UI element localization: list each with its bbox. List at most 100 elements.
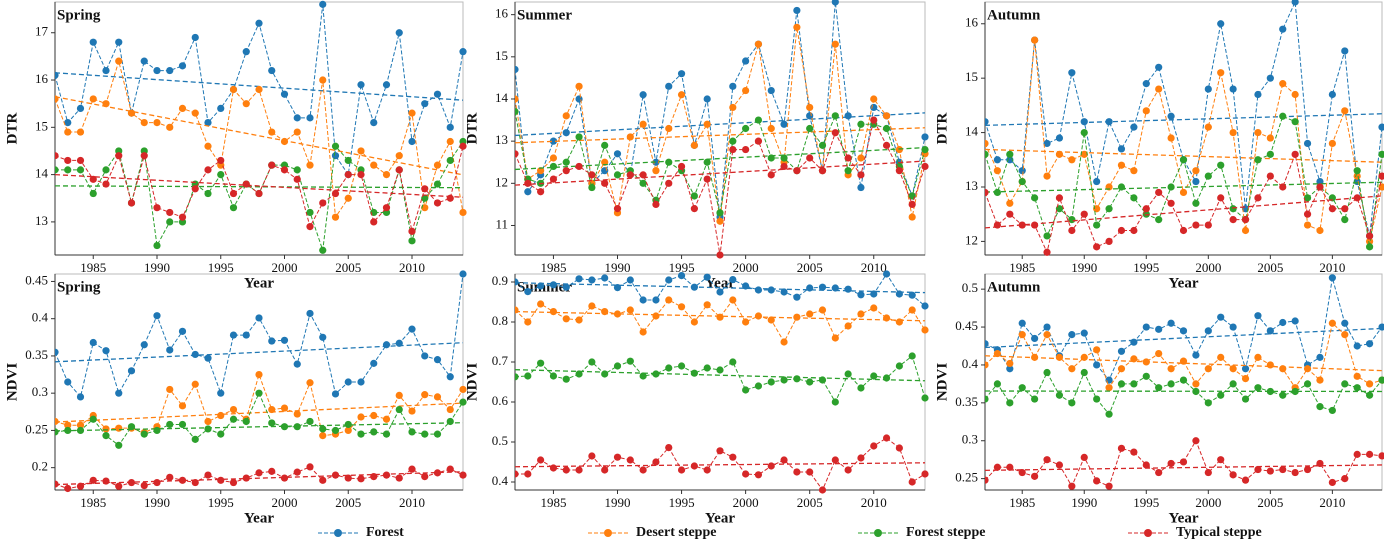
data-point	[768, 87, 775, 94]
data-point	[857, 121, 864, 128]
plot-area	[981, 0, 1384, 256]
data-point	[281, 91, 288, 98]
data-point	[614, 284, 621, 291]
data-point	[1118, 162, 1125, 169]
data-point	[255, 314, 262, 321]
data-point	[434, 162, 441, 169]
data-point	[345, 474, 352, 481]
data-point	[1254, 354, 1261, 361]
data-point	[742, 282, 749, 289]
data-point	[1167, 460, 1174, 467]
trend-line	[55, 97, 463, 175]
y-tick-label: 0.25	[955, 470, 978, 485]
data-point	[1006, 211, 1013, 218]
data-point	[383, 472, 390, 479]
y-tick-label: 16	[495, 6, 509, 21]
data-point	[537, 188, 544, 195]
data-point	[153, 427, 160, 434]
data-point	[1130, 194, 1137, 201]
data-point	[640, 171, 647, 178]
data-point	[1366, 340, 1373, 347]
y-tick-label: 13	[35, 213, 48, 228]
data-point	[537, 300, 544, 307]
data-point	[981, 189, 988, 196]
data-point	[845, 322, 852, 329]
data-point	[511, 470, 518, 477]
data-point	[1081, 118, 1088, 125]
data-point	[511, 108, 518, 115]
data-point	[588, 184, 595, 191]
data-point	[832, 334, 839, 341]
data-point	[665, 444, 672, 451]
data-point	[179, 402, 186, 409]
data-point	[383, 341, 390, 348]
trend-line	[515, 463, 925, 467]
data-point	[1292, 151, 1299, 158]
data-point	[192, 479, 199, 486]
data-point	[459, 472, 466, 479]
x-tick-label: 1985	[540, 495, 566, 510]
data-point	[806, 125, 813, 132]
data-point	[1031, 221, 1038, 228]
data-point	[357, 81, 364, 88]
data-point	[1341, 205, 1348, 212]
data-point	[408, 466, 415, 473]
data-point	[1130, 355, 1137, 362]
data-point	[665, 159, 672, 166]
y-tick-label: 0.25	[25, 421, 48, 436]
data-point	[640, 328, 647, 335]
x-tick-label: 1985	[540, 260, 566, 275]
data-point	[550, 464, 557, 471]
data-point	[1254, 129, 1261, 136]
data-point	[524, 470, 531, 477]
data-point	[332, 143, 339, 150]
data-point	[627, 133, 634, 140]
data-point	[857, 291, 864, 298]
data-point	[652, 458, 659, 465]
data-point	[1081, 354, 1088, 361]
data-point	[1205, 469, 1212, 476]
data-point	[1292, 317, 1299, 324]
legend-marker	[1144, 529, 1152, 537]
data-point	[793, 468, 800, 475]
data-point	[1068, 156, 1075, 163]
data-point	[994, 380, 1001, 387]
data-point	[1205, 399, 1212, 406]
data-point	[1118, 365, 1125, 372]
plot-area	[511, 270, 928, 493]
data-point	[819, 167, 826, 174]
data-point	[217, 412, 224, 419]
data-point	[255, 20, 262, 27]
data-point	[1167, 380, 1174, 387]
data-point	[1279, 392, 1286, 399]
data-point	[204, 355, 211, 362]
data-point	[51, 72, 58, 79]
data-point	[1031, 354, 1038, 361]
data-point	[729, 146, 736, 153]
x-tick-label: 2005	[335, 495, 361, 510]
data-point	[268, 468, 275, 475]
y-tick-label: 0.8	[492, 313, 508, 328]
y-axis-label: NDVI	[934, 363, 950, 401]
y-tick-label: 0.5	[492, 433, 508, 448]
data-point	[665, 276, 672, 283]
data-point	[563, 284, 570, 291]
data-point	[192, 110, 199, 117]
data-point	[64, 128, 71, 135]
data-point	[408, 237, 415, 244]
data-point	[332, 427, 339, 434]
data-point	[1378, 124, 1384, 131]
data-point	[243, 180, 250, 187]
data-point	[1019, 469, 1026, 476]
data-point	[332, 190, 339, 197]
data-point	[1304, 365, 1311, 372]
y-axis-label: NDVI	[464, 363, 480, 401]
data-point	[243, 474, 250, 481]
data-point	[370, 360, 377, 367]
data-point	[716, 288, 723, 295]
data-point	[370, 473, 377, 480]
series-line	[55, 146, 463, 231]
data-point	[179, 105, 186, 112]
data-point	[1254, 466, 1261, 473]
